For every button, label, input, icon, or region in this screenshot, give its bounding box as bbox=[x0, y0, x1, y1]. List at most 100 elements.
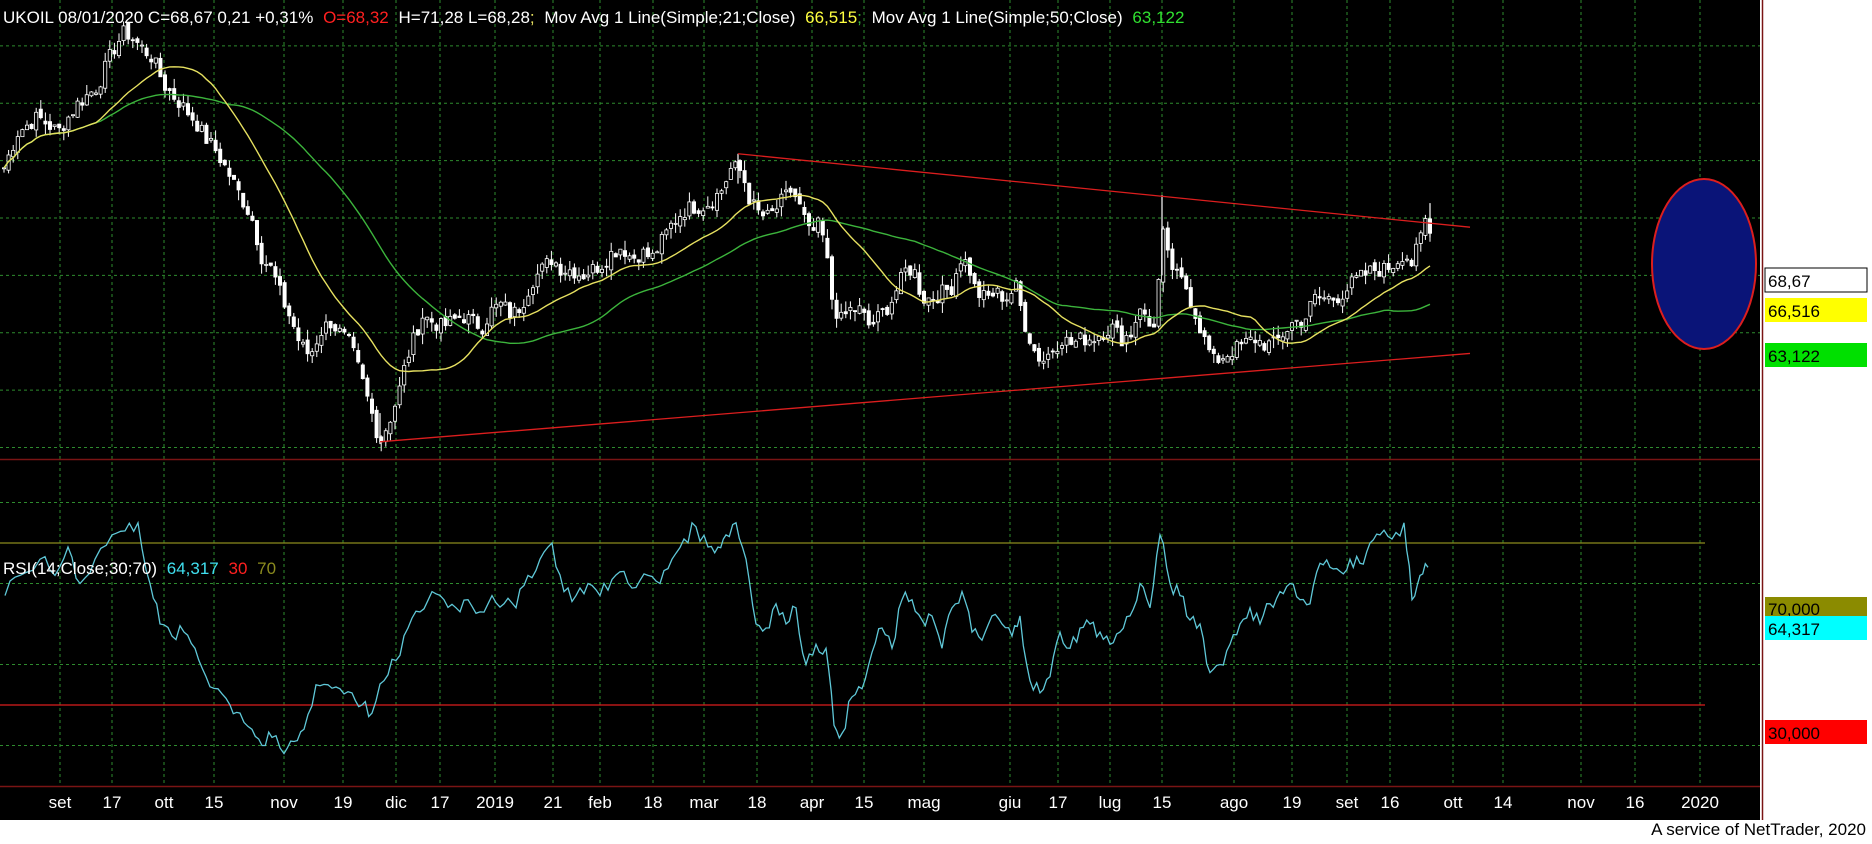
rsi-tick-label: 40,00 bbox=[1767, 656, 1810, 675]
candle-body bbox=[609, 250, 614, 271]
candle-body bbox=[949, 286, 954, 295]
candle-body bbox=[1239, 341, 1244, 345]
time-tick-label: ott bbox=[155, 793, 174, 812]
candle-body bbox=[1368, 265, 1373, 274]
candle-body bbox=[149, 58, 154, 63]
candle-body bbox=[839, 311, 844, 319]
candle-body bbox=[1280, 336, 1285, 342]
candle-body bbox=[342, 328, 347, 333]
time-tick-label: 17 bbox=[1049, 793, 1068, 812]
candle-body bbox=[531, 287, 536, 295]
candle-body bbox=[1345, 290, 1350, 299]
candle-body bbox=[158, 57, 163, 78]
candle-body bbox=[208, 138, 213, 141]
candle-body bbox=[793, 188, 798, 198]
candle-body bbox=[774, 208, 779, 213]
candle-body bbox=[1395, 263, 1400, 269]
open-value: O=68,32 bbox=[323, 8, 389, 27]
price-tick-label: 85,00 bbox=[1767, 37, 1810, 56]
candle-body bbox=[770, 208, 775, 212]
time-tick-label: dic bbox=[385, 793, 407, 812]
candle-body bbox=[2, 167, 7, 170]
candle-body bbox=[1027, 333, 1032, 344]
candle-body bbox=[595, 265, 600, 273]
candle-body bbox=[945, 284, 950, 290]
time-tick-label: 18 bbox=[748, 793, 767, 812]
candle-body bbox=[1313, 294, 1318, 305]
time-tick-label: ago bbox=[1220, 793, 1248, 812]
candle-body bbox=[954, 273, 959, 297]
candle-body bbox=[613, 253, 618, 258]
candle-body bbox=[673, 222, 678, 225]
candle-body bbox=[908, 265, 913, 276]
time-tick-label: mag bbox=[907, 793, 940, 812]
symbol-info: UKOIL 08/01/2020 C=68,67 0,21 +0,31% bbox=[3, 8, 313, 27]
candle-body bbox=[1110, 323, 1115, 339]
candle-body bbox=[1115, 320, 1120, 328]
candle-body bbox=[1032, 344, 1037, 352]
candle-body bbox=[903, 267, 908, 273]
candle-body bbox=[411, 332, 416, 356]
candle-body bbox=[600, 268, 605, 273]
candle-body bbox=[669, 222, 674, 229]
candle-body bbox=[526, 295, 531, 306]
candle-body bbox=[825, 237, 830, 259]
candle-body bbox=[181, 102, 186, 107]
candle-body bbox=[314, 343, 319, 352]
candle-body bbox=[388, 421, 393, 435]
candle-body bbox=[1317, 296, 1322, 299]
separator-2: ; bbox=[857, 8, 862, 27]
candle-body bbox=[554, 262, 559, 267]
candle-body bbox=[1391, 268, 1396, 273]
candle-body bbox=[319, 334, 324, 346]
candle-body bbox=[724, 181, 729, 189]
candle-body bbox=[563, 272, 568, 275]
candle-body bbox=[802, 206, 807, 215]
price-tick-label: 75,00 bbox=[1767, 152, 1810, 171]
candle-body bbox=[420, 317, 425, 335]
time-tick-label: mar bbox=[689, 793, 719, 812]
candle-body bbox=[1382, 263, 1387, 278]
candle-body bbox=[779, 193, 784, 208]
time-tick-label: 17 bbox=[431, 793, 450, 812]
candle-body bbox=[429, 318, 434, 323]
candle-body bbox=[1248, 336, 1253, 340]
ma21-label: Mov Avg 1 Line(Simple;21;Close) bbox=[544, 8, 795, 27]
candle-body bbox=[126, 22, 131, 40]
candle-body bbox=[471, 313, 476, 317]
candle-body bbox=[57, 123, 62, 129]
candle-body bbox=[1165, 227, 1170, 251]
candle-body bbox=[696, 210, 701, 214]
candle-body bbox=[1046, 353, 1051, 360]
candle-body bbox=[254, 220, 259, 246]
candle-body bbox=[797, 193, 802, 205]
candle-body bbox=[1092, 341, 1097, 344]
candle-body bbox=[89, 91, 94, 97]
candle-body bbox=[1004, 299, 1009, 302]
candle-body bbox=[204, 124, 209, 144]
candle-body bbox=[337, 327, 342, 332]
candle-body bbox=[397, 385, 402, 406]
candle-body bbox=[581, 274, 586, 280]
candle-body bbox=[291, 316, 296, 327]
candle-body bbox=[710, 206, 715, 209]
candle-body bbox=[549, 259, 554, 265]
candle-body bbox=[627, 255, 632, 260]
candle-body bbox=[1018, 281, 1023, 306]
candle-body bbox=[1372, 262, 1377, 272]
candle-body bbox=[1216, 355, 1221, 363]
candle-body bbox=[1221, 358, 1226, 361]
candle-body bbox=[1147, 315, 1152, 327]
time-tick-label: 19 bbox=[1283, 793, 1302, 812]
candle-body bbox=[646, 247, 651, 258]
candle-body bbox=[1234, 341, 1239, 358]
candle-body bbox=[98, 86, 103, 95]
candle-body bbox=[1073, 340, 1078, 348]
candle-body bbox=[1023, 301, 1028, 332]
time-tick-label: 18 bbox=[644, 793, 663, 812]
time-tick-label: 15 bbox=[1153, 793, 1172, 812]
candle-body bbox=[415, 329, 420, 336]
chart-background bbox=[0, 0, 1760, 820]
